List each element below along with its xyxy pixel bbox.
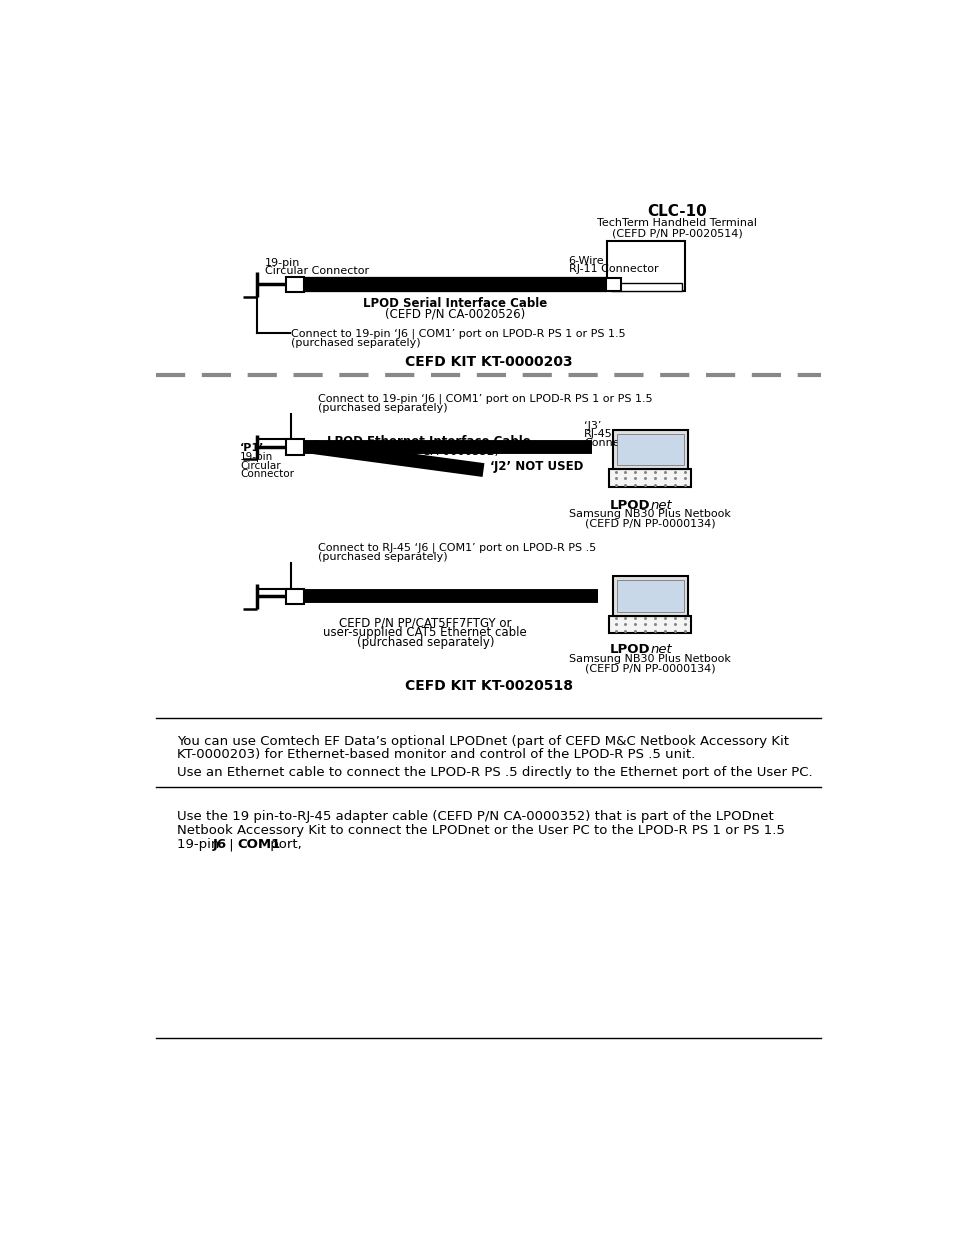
Text: net: net	[649, 499, 671, 511]
Text: CEFD KIT KT-0020518: CEFD KIT KT-0020518	[404, 679, 573, 694]
Text: Circular Connector: Circular Connector	[265, 266, 369, 275]
Text: user-supplied CAT5 Ethernet cable: user-supplied CAT5 Ethernet cable	[323, 626, 527, 640]
Text: LPOD Ethernet Interface Cable: LPOD Ethernet Interface Cable	[327, 435, 531, 447]
Bar	[612, 577, 687, 615]
Bar	[286, 589, 304, 604]
Bar	[607, 241, 684, 290]
Text: |: |	[224, 839, 237, 851]
Text: ‘J2’ NOT USED: ‘J2’ NOT USED	[489, 459, 582, 473]
Text: CEFD KIT KT-0000203: CEFD KIT KT-0000203	[405, 354, 572, 368]
Text: ‘J3’: ‘J3’	[583, 421, 601, 431]
Bar	[616, 580, 683, 611]
Text: You can use Comtech EF Data’s optional LPODnet (part of CEFD M&C Netbook Accesso: You can use Comtech EF Data’s optional L…	[177, 735, 788, 748]
Text: J6: J6	[213, 839, 227, 851]
Text: (purchased separately): (purchased separately)	[291, 338, 420, 348]
Text: COM1: COM1	[236, 839, 280, 851]
Text: (purchased separately): (purchased separately)	[317, 552, 447, 562]
Text: 19-pin: 19-pin	[240, 452, 274, 462]
Text: LPOD: LPOD	[609, 643, 649, 656]
Text: 6-Wire: 6-Wire	[568, 256, 604, 266]
Bar	[286, 277, 304, 293]
Text: (CEFD P/N PP-0000134): (CEFD P/N PP-0000134)	[584, 519, 715, 529]
Text: (CEFD P/N PP-0000134): (CEFD P/N PP-0000134)	[584, 663, 715, 673]
Text: net: net	[649, 643, 671, 656]
Text: RJ-11 Connector: RJ-11 Connector	[568, 264, 658, 274]
Text: KT-0000203) for Ethernet-based monitor and control of the LPOD-R PS .5 unit.: KT-0000203) for Ethernet-based monitor a…	[177, 748, 695, 761]
Text: Connector: Connector	[583, 437, 641, 448]
Text: Samsung NB30 Plus Netbook: Samsung NB30 Plus Netbook	[569, 509, 730, 520]
Bar	[609, 469, 690, 487]
Text: Connect to RJ-45 ‘J6 | COM1’ port on LPOD-R PS .5: Connect to RJ-45 ‘J6 | COM1’ port on LPO…	[317, 542, 596, 553]
Text: Connector: Connector	[240, 469, 294, 479]
Bar	[605, 278, 620, 290]
Text: CEFD P/N PP/CAT5FF7FTGY or: CEFD P/N PP/CAT5FF7FTGY or	[338, 616, 511, 630]
Text: Samsung NB30 Plus Netbook: Samsung NB30 Plus Netbook	[569, 655, 730, 664]
Text: ‘P1’: ‘P1’	[240, 443, 264, 453]
Text: 19-pin: 19-pin	[177, 839, 224, 851]
Text: (CEFD P/N CA-0000352): (CEFD P/N CA-0000352)	[359, 445, 498, 458]
Text: CLC-10: CLC-10	[647, 204, 706, 219]
Bar	[286, 440, 304, 454]
Bar	[609, 615, 690, 634]
Text: LPOD Serial Interface Cable: LPOD Serial Interface Cable	[363, 296, 547, 310]
Text: Use an Ethernet cable to connect the LPOD-R PS .5 directly to the Ethernet port : Use an Ethernet cable to connect the LPO…	[177, 766, 812, 779]
Bar	[616, 433, 683, 466]
Text: Netbook Accessory Kit to connect the LPODnet or the User PC to the LPOD-R PS 1 o: Netbook Accessory Kit to connect the LPO…	[177, 824, 784, 837]
Text: Connect to 19-pin ‘J6 | COM1’ port on LPOD-R PS 1 or PS 1.5: Connect to 19-pin ‘J6 | COM1’ port on LP…	[291, 329, 625, 338]
Text: 19-pin: 19-pin	[265, 258, 300, 268]
Text: Use the 19 pin-to-RJ-45 adapter cable (CEFD P/N CA-0000352) that is part of the : Use the 19 pin-to-RJ-45 adapter cable (C…	[177, 810, 773, 824]
Text: RJ-45: RJ-45	[583, 430, 613, 440]
Text: (CEFD P/N CA-0020526): (CEFD P/N CA-0020526)	[385, 308, 525, 321]
Text: Circular: Circular	[240, 461, 280, 471]
Text: port,: port,	[266, 839, 302, 851]
Text: LPOD: LPOD	[609, 499, 649, 511]
Bar	[612, 430, 687, 469]
Text: Connect to 19-pin ‘J6 | COM1’ port on LPOD-R PS 1 or PS 1.5: Connect to 19-pin ‘J6 | COM1’ port on LP…	[317, 393, 652, 404]
Text: (purchased separately): (purchased separately)	[356, 636, 494, 650]
Text: (CEFD P/N PP-0020514): (CEFD P/N PP-0020514)	[611, 228, 741, 238]
Text: (purchased separately): (purchased separately)	[317, 403, 447, 412]
Text: TechTerm Handheld Terminal: TechTerm Handheld Terminal	[597, 217, 757, 227]
Bar	[610, 283, 681, 290]
